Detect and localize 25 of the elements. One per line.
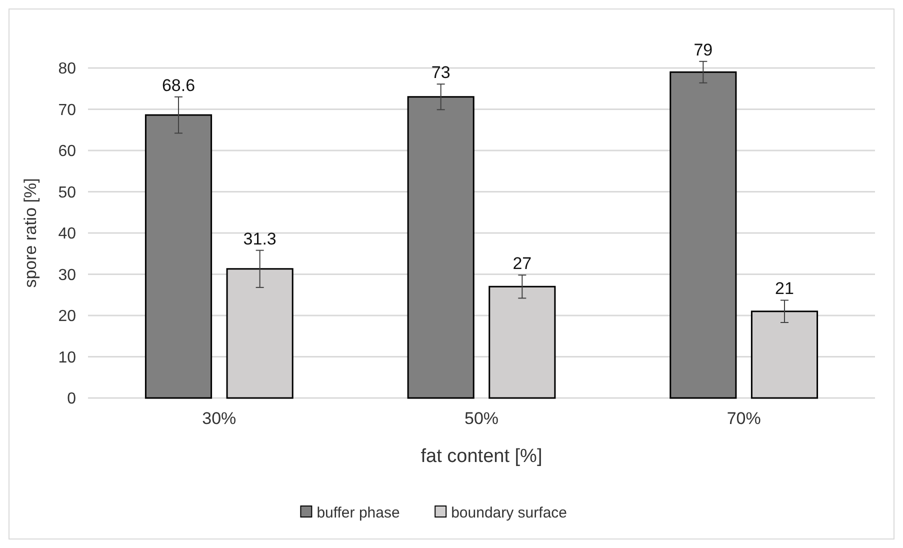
bar (407, 96, 474, 399)
y-tick-label: 0 (67, 390, 76, 408)
data-label: 31.3 (243, 229, 276, 248)
data-label: 79 (694, 40, 713, 60)
y-tick-label: 50 (58, 184, 76, 202)
data-label: 73 (431, 63, 450, 82)
y-axis-title: spore ratio [%] (21, 178, 40, 288)
x-tick-label: 30% (202, 409, 236, 428)
y-tick-label: 10 (58, 349, 76, 366)
data-label: 21 (775, 279, 794, 298)
data-label: 27 (512, 254, 532, 274)
y-tick-label: 70 (58, 102, 76, 119)
x-tick-label: 70% (726, 409, 761, 428)
y-tick-label: 60 (58, 143, 76, 160)
x-axis-title: fat content [%] (420, 446, 542, 467)
legend-label: buffer phase (316, 504, 400, 522)
y-tick-label: 20 (58, 308, 76, 326)
y-tick-label: 40 (58, 226, 76, 243)
bar (144, 114, 212, 399)
legend-label: boundary surface (451, 504, 568, 522)
data-label: 68.6 (162, 76, 196, 95)
bar (670, 71, 737, 399)
x-tick-label: 50% (464, 409, 499, 428)
y-tick-label: 80 (58, 60, 76, 78)
y-tick-label: 30 (58, 266, 76, 284)
